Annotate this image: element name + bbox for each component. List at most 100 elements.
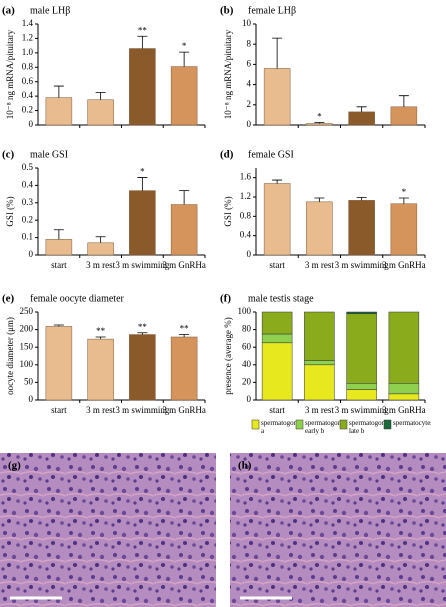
error-bar (137, 332, 148, 335)
bar-segment (346, 311, 377, 315)
error-bar (179, 51, 190, 67)
y-tick-label: 0.8 (240, 210, 252, 220)
x-tick-label: start (269, 260, 285, 270)
y-tick-label: 0 (247, 249, 252, 259)
legend-label: spermatogonia early b (305, 419, 343, 435)
bar-segment (261, 342, 293, 401)
legend-swatch (339, 419, 348, 430)
significance: * (140, 167, 145, 177)
bar (348, 200, 375, 256)
legend-swatch (295, 419, 304, 430)
error-bar (179, 190, 190, 205)
x-tick-label: 3 m swimming (335, 260, 390, 270)
bar (129, 334, 156, 401)
y-axis-label: 10⁻⁸ ng mRNA/pituitary (5, 29, 15, 119)
error-bar (95, 236, 106, 243)
y-tick-label: 0.3 (22, 197, 34, 207)
bar (390, 106, 418, 126)
bar (129, 48, 156, 126)
bar (348, 111, 375, 126)
significance: ** (138, 25, 148, 35)
y-tick-label: 4 (247, 79, 252, 89)
error-bar (53, 85, 64, 98)
bar-segment (304, 311, 335, 361)
y-tick-label: 1.2 (22, 32, 33, 42)
error-bar (314, 122, 325, 124)
legend-label: spermatogonia late b (349, 419, 387, 435)
y-tick-label: 60 (242, 341, 252, 351)
bar (45, 326, 73, 401)
x-tick-label: start (51, 405, 67, 415)
chart-title: male GSI (30, 149, 68, 160)
significance: * (182, 41, 187, 51)
bar-segment (346, 313, 377, 384)
y-axis-label: oocyte diameter (μm) (5, 317, 15, 395)
error-bar (356, 197, 367, 201)
error-bar (314, 197, 325, 202)
bar-segment (388, 393, 420, 401)
y-tick-label: 0 (29, 249, 34, 259)
bar (306, 201, 333, 256)
y-axis-label: GSI (%) (5, 196, 15, 226)
y-tick-label: 0.5 (22, 162, 34, 172)
x-tick-label: 3 m rest (86, 405, 115, 415)
error-bar (137, 35, 148, 49)
y-tick-label: 80 (242, 324, 252, 334)
x-tick-label: 3 m swimming (335, 405, 390, 415)
legend-swatch (251, 419, 260, 430)
legend-entry: spermatogonia early b (305, 419, 343, 435)
bar-segment (388, 383, 420, 395)
y-tick-label: 0.8 (22, 61, 34, 71)
y-tick-label: 1.4 (22, 18, 34, 28)
significance: ** (96, 326, 106, 336)
bar (263, 183, 291, 256)
image-g: (g) (0, 453, 216, 607)
legend-entry: spermatocytes (393, 419, 431, 427)
error-bar (179, 334, 190, 337)
bar (87, 338, 114, 401)
y-tick-label: 50 (24, 376, 34, 386)
error-bar (272, 37, 283, 69)
y-tick-label: 0 (29, 119, 34, 129)
panel-label: (d) (220, 149, 234, 161)
x-tick-label: 3 m rest (86, 260, 115, 270)
bar-segment (388, 311, 420, 384)
bar-segment (304, 360, 335, 366)
y-axis-label: presence (average %) (223, 317, 233, 394)
legend-entry: spermatogonia a (261, 419, 299, 435)
error-bar (53, 324, 64, 327)
legend-label: spermatogonia a (261, 419, 299, 435)
y-tick-label: 100 (20, 359, 34, 369)
bar-segment (261, 333, 293, 344)
significance: * (317, 112, 322, 122)
significance: ** (138, 322, 148, 332)
chart-title: female GSI (248, 149, 294, 160)
chart-title: female LHβ (248, 5, 296, 16)
y-tick-label: 0.1 (22, 232, 33, 242)
error-bar (398, 197, 409, 204)
bar (87, 99, 114, 126)
y-tick-label: 20 (242, 376, 252, 386)
x-tick-label: start (51, 260, 67, 270)
bar (129, 190, 156, 256)
y-tick-label: 250 (20, 306, 34, 316)
bar-segment (304, 364, 335, 401)
panel-label: (a) (2, 5, 15, 17)
x-tick-label: 3 m swimming (115, 405, 170, 415)
panel-label: (g) (8, 460, 21, 472)
panel-label: (e) (2, 293, 15, 305)
bar (45, 97, 73, 126)
error-bar (398, 95, 409, 107)
y-tick-label: 6 (247, 58, 252, 68)
y-tick-label: 0.4 (240, 230, 252, 240)
y-tick-label: 1.0 (22, 47, 34, 57)
y-tick-label: 0.4 (22, 179, 34, 189)
x-tick-label: 3 m GnRHa (162, 260, 206, 270)
y-tick-label: 0 (29, 394, 34, 404)
y-tick-label: 0.2 (22, 105, 33, 115)
y-tick-label: 150 (20, 341, 34, 351)
error-bar (272, 179, 283, 184)
y-tick-label: 0 (247, 119, 252, 129)
y-tick-label: 200 (20, 324, 34, 334)
